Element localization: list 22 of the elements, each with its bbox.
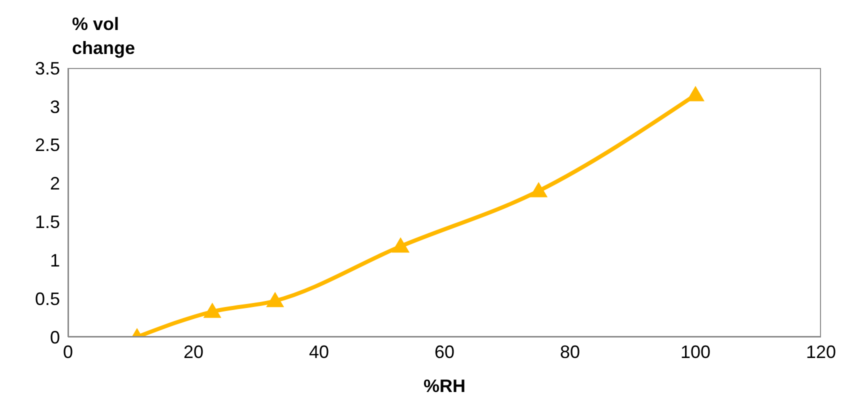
x-tick-label: 20 — [183, 342, 204, 362]
x-axis-title: %RH — [423, 376, 466, 396]
y-tick-label: 2.5 — [34, 135, 60, 156]
point — [530, 182, 548, 198]
y-tick-label: 1.5 — [34, 212, 60, 232]
x-tick-label: 120 — [806, 342, 836, 362]
x-tick-label: 40 — [308, 342, 330, 362]
x-tick-label: 0 — [62, 342, 74, 362]
x-tick-label: 60 — [434, 342, 455, 362]
point — [686, 86, 704, 102]
y-tick-label: 0.5 — [34, 288, 60, 309]
y-tick-label: 2 — [50, 174, 60, 194]
point — [392, 237, 410, 253]
y-tick-label: 3.5 — [34, 58, 60, 78]
x-tick-label: 100 — [680, 342, 711, 362]
y-axis-title: % vol change — [72, 13, 136, 60]
y-tick-label: 3 — [50, 96, 60, 117]
point — [203, 302, 222, 318]
y-tick-label: 0 — [50, 327, 60, 348]
x-tick-label: 80 — [560, 342, 580, 362]
y-tick-label: 1 — [50, 250, 60, 271]
point — [266, 292, 284, 308]
